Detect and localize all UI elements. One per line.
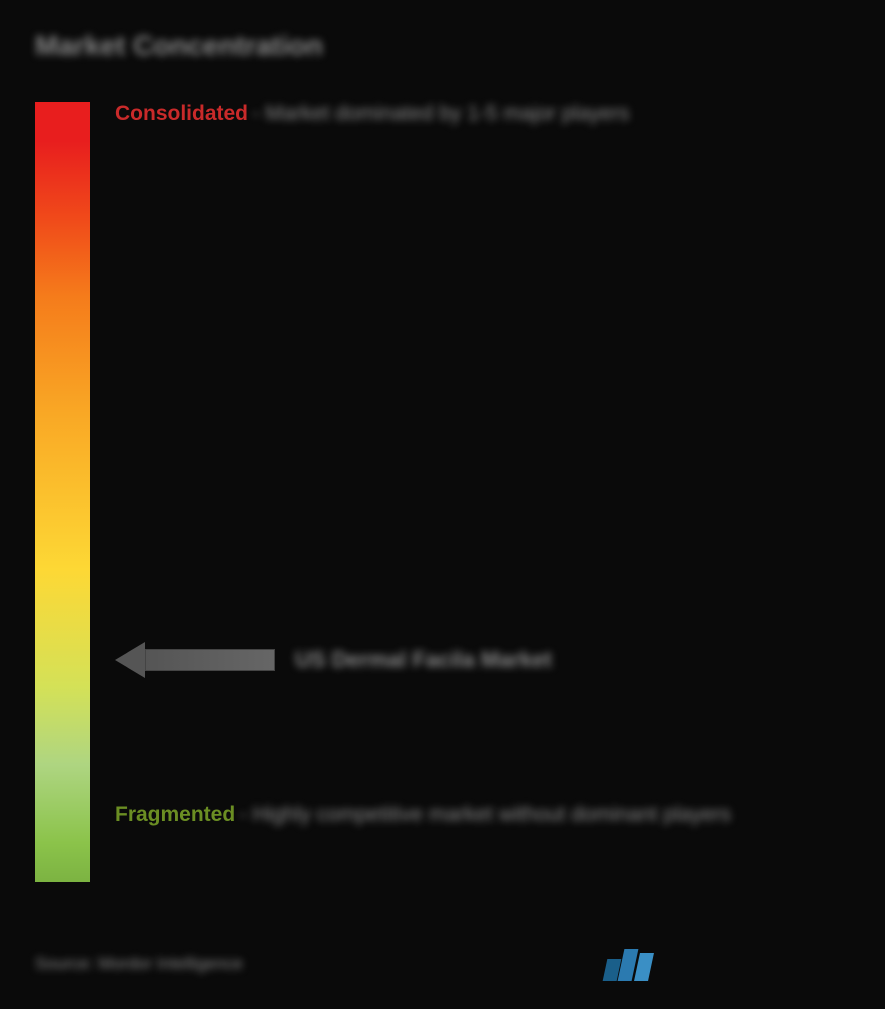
brand-logo <box>605 946 645 981</box>
consolidated-term: Consolidated <box>115 102 248 125</box>
fragmented-term: Fragmented <box>115 803 235 826</box>
concentration-gradient-bar <box>35 102 90 882</box>
labels-column: Consolidated - Market dominated by 1-5 m… <box>115 102 850 882</box>
consolidated-section: Consolidated - Market dominated by 1-5 m… <box>115 102 850 126</box>
arrow-shaft-icon <box>145 649 275 671</box>
source-attribution: Source: Mordor Intelligence <box>35 954 243 974</box>
market-name: US Dermal Facila Market <box>295 647 552 673</box>
logo-icon <box>605 946 645 981</box>
arrow-icon <box>115 642 275 678</box>
fragmented-section: Fragmented - Highly competitive market w… <box>115 803 850 827</box>
arrow-head-icon <box>115 642 145 678</box>
fragmented-description: - Highly competitive market without domi… <box>240 803 731 826</box>
market-pointer: US Dermal Facila Market <box>115 642 552 678</box>
chart-body: Consolidated - Market dominated by 1-5 m… <box>35 102 850 882</box>
consolidated-description: - Market dominated by 1-5 major players <box>252 102 629 125</box>
chart-title: Market Concentration <box>35 30 850 62</box>
